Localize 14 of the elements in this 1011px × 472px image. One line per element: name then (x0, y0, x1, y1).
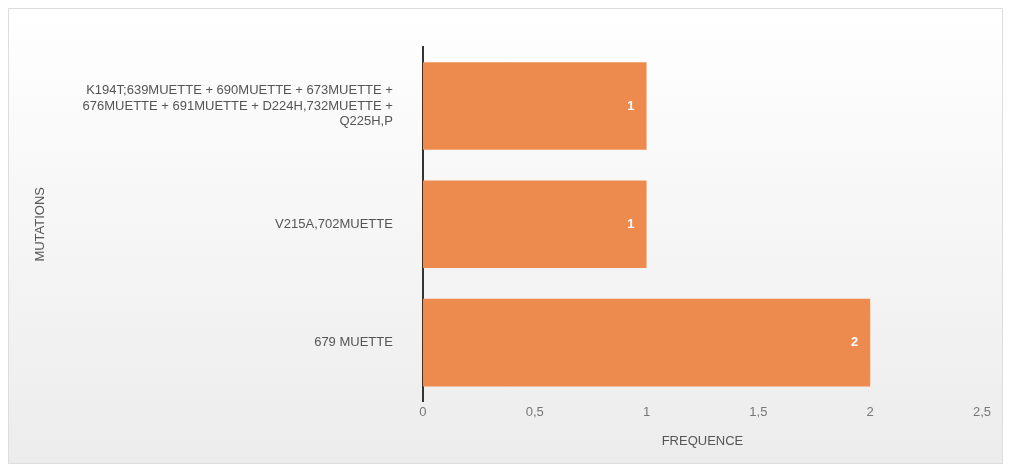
x-tick-label: 2 (866, 404, 874, 420)
x-tick-label: 0,5 (525, 404, 544, 420)
y-axis-title: MUTATIONS (32, 186, 48, 262)
y-tick-label: 679 MUETTE (314, 334, 394, 350)
y-tick-label: V215A,702MUETTE (275, 215, 394, 231)
x-tick-label: 1,5 (749, 404, 768, 420)
x-tick-label: 2,5 (972, 404, 992, 420)
x-tick-label: 0 (419, 404, 427, 420)
x-tick-label: 1 (642, 404, 651, 420)
data-label: 1 (627, 215, 635, 231)
data-label: 2 (850, 334, 859, 350)
data-label: 1 (627, 97, 635, 113)
y-tick-label: K194T;639MUETTE + 690MUETTE + 673MUETTE + 676MUETTE + 691MUETTE + D224H,732MUETTE + Q225H,P (82, 81, 393, 129)
x-axis-title: FREQUENCE (661, 432, 744, 448)
